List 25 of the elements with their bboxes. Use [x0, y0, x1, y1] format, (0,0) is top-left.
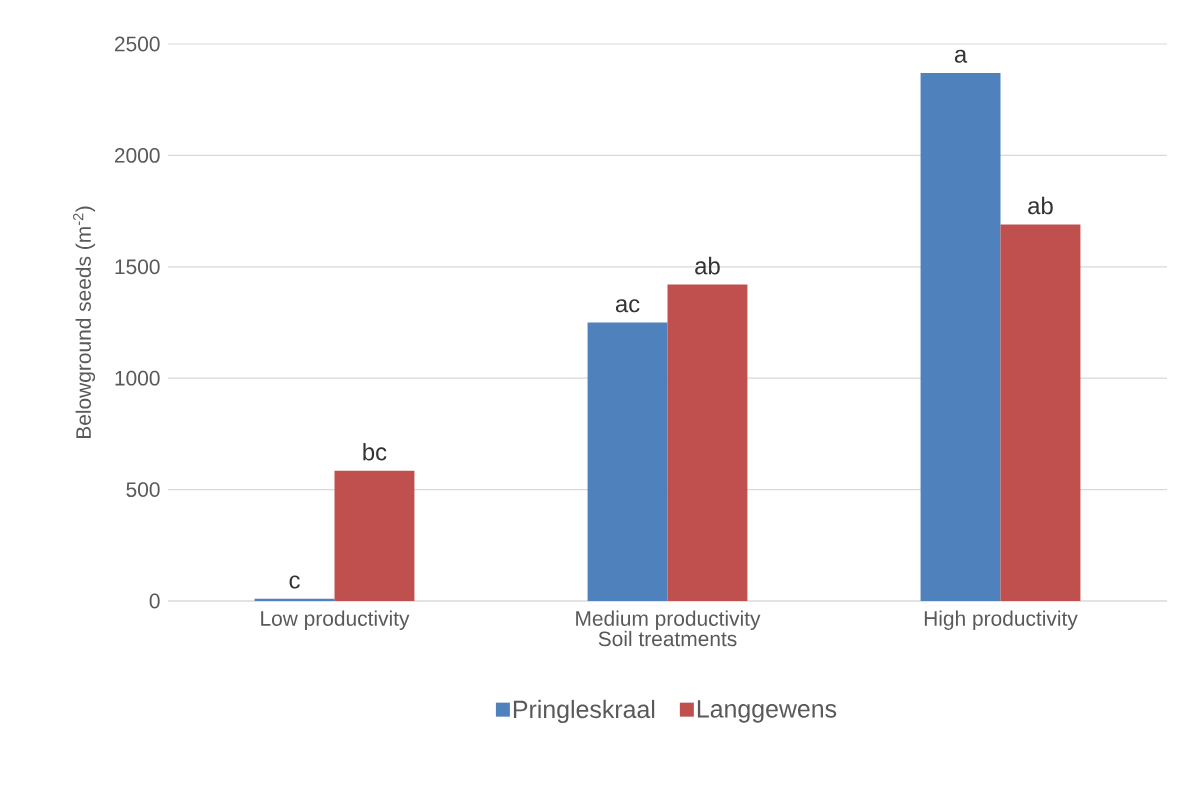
bar — [920, 72, 1001, 601]
bar — [334, 470, 415, 601]
annotation: ab — [695, 256, 720, 275]
y-tick-label: 500 — [126, 482, 160, 497]
y-tick-label: 1000 — [115, 370, 160, 386]
legend-label: Pringleskraal — [513, 699, 655, 724]
annotation: ab — [1028, 196, 1053, 215]
x-tick-label: Medium productivity — [576, 610, 761, 631]
y-tick-label: 2000 — [114, 147, 160, 163]
annotation: c — [289, 575, 300, 589]
x-tick-label: High productivity — [924, 610, 1078, 631]
y-axis-title: Belowground seeds (m$^{-2}$) — [73, 206, 96, 439]
y-tick-label: 1500 — [115, 259, 160, 275]
x-axis-title: Soil treatments — [598, 630, 737, 647]
bar — [667, 284, 748, 601]
annotation: ac — [615, 299, 640, 313]
annotation: bc — [363, 442, 387, 461]
annotation: a — [954, 49, 968, 63]
x-tick-label: Low productivity — [261, 610, 410, 631]
y-tick-label: 0 — [149, 593, 160, 609]
legend-label: Langgewens — [697, 700, 837, 723]
y-tick-label: 2500 — [114, 36, 160, 52]
bar — [1000, 224, 1081, 601]
bar — [587, 322, 668, 601]
bar — [254, 598, 335, 601]
